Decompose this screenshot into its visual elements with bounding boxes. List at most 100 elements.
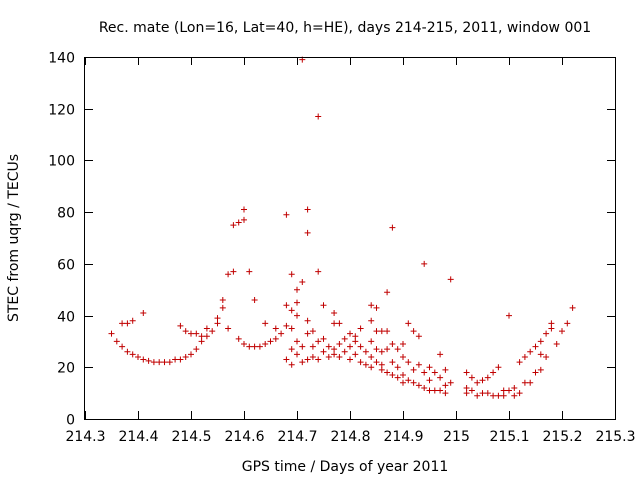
data-point: [256, 343, 263, 350]
data-point: [251, 343, 258, 350]
data-point: [468, 374, 475, 381]
data-point: [188, 351, 194, 358]
data-point: [182, 353, 189, 360]
data-point: [389, 372, 396, 379]
data-point: [267, 338, 274, 345]
data-point: [421, 384, 428, 391]
data-point: [368, 353, 375, 360]
data-point: [193, 346, 200, 353]
data-point: [203, 333, 210, 340]
data-point: [124, 320, 131, 327]
data-point: [309, 343, 316, 350]
y-tick-label: 120: [48, 103, 75, 119]
data-point: [235, 335, 242, 342]
data-point: [474, 392, 481, 399]
data-point: [495, 392, 502, 399]
x-axis-label: GPS time / Days of year 2011: [242, 459, 449, 475]
data-point: [325, 353, 332, 360]
data-point: [405, 320, 412, 327]
data-point: [352, 351, 359, 358]
x-tick-label: 214.9: [383, 429, 423, 445]
data-point: [511, 384, 518, 391]
data-point: [357, 325, 364, 332]
data-point: [108, 330, 115, 337]
data-point: [177, 356, 184, 363]
data-point: [384, 289, 391, 296]
data-point: [246, 268, 253, 275]
data-point: [564, 320, 571, 327]
data-point: [272, 325, 279, 332]
data-point: [479, 390, 486, 397]
data-point: [288, 325, 295, 332]
y-tick-label: 0: [66, 413, 75, 429]
x-tick-label: 215.3: [595, 429, 635, 445]
axis-ticks: 214.3 214.4 214.5 214.6 214.7 214.8 214.9 215 21…: [48, 51, 635, 446]
data-point: [283, 356, 290, 363]
y-tick-label: 60: [57, 258, 75, 274]
data-point: [230, 222, 237, 229]
data-point: [341, 348, 348, 355]
data-point: [426, 364, 433, 371]
data-point: [500, 387, 507, 394]
data-point: [490, 392, 497, 399]
data-point: [156, 359, 163, 366]
data-point: [246, 343, 253, 350]
data-point: [389, 359, 396, 366]
data-point: [500, 392, 507, 399]
data-point: [543, 330, 550, 337]
data-point: [294, 299, 300, 306]
data-point: [113, 338, 120, 345]
data-point: [421, 369, 428, 376]
data-point: [309, 353, 316, 360]
data-point: [484, 374, 491, 381]
data-point: [283, 211, 290, 218]
data-point: [537, 366, 544, 373]
data-point: [182, 328, 189, 335]
data-point: [219, 304, 226, 311]
data-point: [357, 343, 364, 350]
data-point: [129, 317, 136, 324]
data-point: [320, 348, 327, 355]
data-point: [474, 379, 481, 386]
data-point: [548, 320, 555, 327]
data-point: [442, 390, 449, 397]
data-point: [272, 335, 279, 342]
data-point: [527, 379, 534, 386]
data-point: [410, 366, 417, 373]
data-point: [516, 390, 523, 397]
data-point: [299, 343, 306, 350]
data-point: [421, 260, 428, 267]
data-point: [415, 333, 422, 340]
data-point: [235, 219, 242, 226]
data-point: [437, 351, 444, 358]
data-point: [532, 343, 539, 350]
data-point: [278, 330, 285, 337]
data-point: [331, 346, 338, 353]
data-point: [140, 309, 147, 316]
data-point: [394, 364, 401, 371]
data-point: [431, 369, 438, 376]
data-point: [431, 387, 438, 394]
data-point: [410, 328, 417, 335]
data-point: [336, 320, 343, 327]
data-point: [389, 224, 396, 231]
x-tick-label: 215: [443, 429, 470, 445]
data-point: [394, 346, 401, 353]
data-point: [442, 382, 449, 389]
data-point: [304, 356, 311, 363]
data-point: [400, 353, 406, 360]
data-point: [304, 229, 311, 236]
data-point: [548, 325, 555, 332]
data-point: [315, 113, 322, 120]
data-point: [241, 341, 247, 348]
data-point: [373, 328, 380, 335]
data-point: [288, 346, 295, 353]
data-point: [299, 278, 306, 285]
data-point: [384, 328, 391, 335]
data-point: [299, 359, 306, 366]
data-point: [145, 357, 152, 364]
data-point: [315, 268, 322, 275]
data-point: [288, 361, 295, 368]
data-point: [140, 356, 147, 363]
